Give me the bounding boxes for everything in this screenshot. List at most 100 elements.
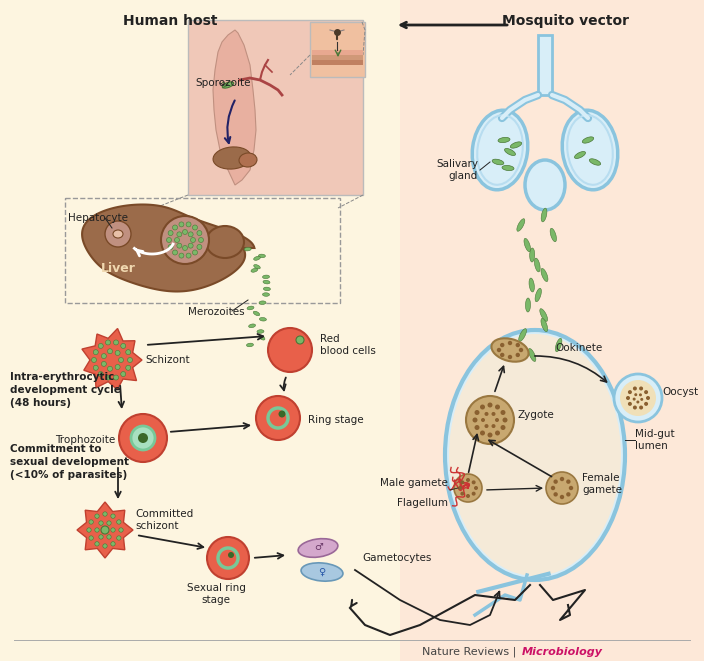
Ellipse shape [491, 338, 529, 362]
Circle shape [167, 237, 172, 243]
Ellipse shape [251, 268, 258, 272]
Ellipse shape [498, 137, 510, 143]
Circle shape [553, 479, 558, 484]
Circle shape [177, 232, 182, 237]
Circle shape [639, 405, 643, 410]
Circle shape [188, 232, 193, 237]
Bar [400, 0, 704, 661]
Circle shape [466, 396, 514, 444]
Circle shape [89, 520, 94, 524]
Circle shape [117, 536, 121, 540]
Ellipse shape [301, 563, 343, 581]
Ellipse shape [540, 309, 548, 321]
Circle shape [634, 393, 637, 396]
Circle shape [111, 527, 115, 532]
Polygon shape [213, 30, 256, 185]
Circle shape [466, 494, 470, 498]
Circle shape [454, 474, 482, 502]
Circle shape [519, 348, 523, 352]
Circle shape [101, 362, 106, 366]
Circle shape [633, 387, 637, 391]
Circle shape [199, 237, 203, 243]
Circle shape [500, 343, 505, 347]
Circle shape [161, 216, 209, 264]
Ellipse shape [263, 293, 270, 296]
Ellipse shape [213, 147, 251, 169]
Circle shape [172, 250, 177, 255]
Circle shape [197, 231, 202, 235]
Text: Gametocytes: Gametocytes [362, 553, 432, 563]
Circle shape [551, 486, 555, 490]
Circle shape [99, 371, 103, 377]
Circle shape [472, 492, 476, 496]
Ellipse shape [555, 338, 562, 352]
Circle shape [177, 243, 182, 248]
Circle shape [179, 222, 184, 227]
Circle shape [94, 350, 99, 355]
Circle shape [106, 375, 111, 380]
Circle shape [113, 340, 118, 345]
Circle shape [95, 514, 99, 518]
Ellipse shape [257, 330, 264, 333]
Circle shape [126, 366, 131, 370]
Circle shape [472, 481, 476, 485]
Text: Zygote: Zygote [518, 410, 555, 420]
Circle shape [172, 225, 177, 230]
Text: Trophozoite: Trophozoite [55, 435, 115, 445]
Circle shape [113, 375, 118, 380]
Bar [188, 20, 363, 195]
Circle shape [497, 348, 501, 352]
Circle shape [458, 486, 462, 490]
Circle shape [484, 424, 489, 428]
Circle shape [108, 366, 113, 371]
Ellipse shape [247, 306, 254, 310]
Circle shape [115, 364, 120, 369]
Bar [312, 50, 363, 55]
Text: Flagellum: Flagellum [397, 498, 448, 508]
Text: Nature Reviews |: Nature Reviews | [422, 646, 520, 657]
Circle shape [95, 541, 99, 546]
Circle shape [644, 402, 648, 406]
Circle shape [491, 412, 496, 416]
Circle shape [614, 374, 662, 422]
Circle shape [472, 418, 477, 422]
Ellipse shape [259, 335, 265, 340]
Ellipse shape [253, 311, 260, 316]
Ellipse shape [244, 247, 251, 251]
Circle shape [515, 353, 520, 357]
Circle shape [87, 527, 92, 532]
Circle shape [207, 537, 249, 579]
Circle shape [197, 245, 202, 249]
Circle shape [628, 402, 632, 406]
Circle shape [89, 536, 94, 540]
Text: Female
gamete: Female gamete [582, 473, 622, 495]
Text: Human host: Human host [122, 14, 218, 28]
Circle shape [268, 408, 288, 428]
Ellipse shape [249, 324, 256, 328]
Polygon shape [82, 329, 142, 389]
Ellipse shape [541, 208, 547, 222]
Ellipse shape [113, 230, 123, 238]
Circle shape [644, 390, 648, 394]
Circle shape [639, 393, 642, 397]
Circle shape [508, 355, 513, 359]
Circle shape [179, 253, 184, 258]
Bar [538, 35, 552, 95]
Text: Committed
schizont: Committed schizont [135, 509, 194, 531]
Circle shape [120, 371, 126, 377]
Circle shape [119, 527, 123, 532]
Circle shape [640, 398, 643, 401]
Ellipse shape [519, 329, 527, 341]
Ellipse shape [222, 82, 234, 88]
Text: Schizont: Schizont [145, 355, 189, 365]
Circle shape [127, 358, 132, 362]
Circle shape [628, 390, 632, 394]
Ellipse shape [525, 298, 531, 312]
Circle shape [460, 492, 465, 496]
Text: Mosquito vector: Mosquito vector [501, 14, 629, 28]
Ellipse shape [239, 153, 257, 167]
Circle shape [99, 521, 103, 525]
Circle shape [633, 405, 637, 410]
Circle shape [192, 250, 198, 255]
Text: Merozoites: Merozoites [188, 307, 244, 317]
